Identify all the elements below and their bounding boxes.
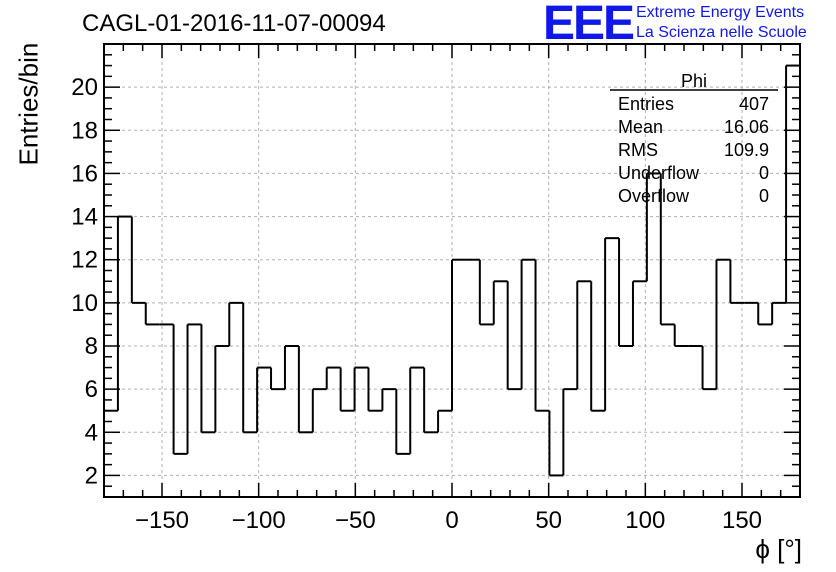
stats-label: RMS	[618, 140, 658, 160]
y-tick-label: 2	[85, 462, 98, 489]
tick-labels: −150 −100 −50 0 50 100 150 2 4 6 8 10 12 14 16 18 20	[71, 74, 762, 534]
stats-value: 0	[759, 163, 769, 183]
y-tick-label: 12	[71, 247, 98, 274]
stats-value: 16.06	[724, 117, 769, 137]
x-tick-label: 50	[535, 507, 562, 534]
x-tick-label: −100	[232, 507, 286, 534]
y-tick-label: 18	[71, 117, 98, 144]
stats-value: 109.9	[724, 140, 769, 160]
y-tick-label: 14	[71, 204, 98, 231]
x-axis-label: ϕ [°]	[755, 534, 802, 564]
stats-label: Mean	[618, 117, 663, 137]
chart-title: CAGL-01-2016-11-07-00094	[82, 10, 386, 37]
stats-label: Entries	[618, 94, 674, 114]
x-tick-label: −50	[335, 507, 376, 534]
y-tick-label: 4	[85, 419, 98, 446]
y-tick-label: 8	[85, 333, 98, 360]
y-tick-label: 16	[71, 160, 98, 187]
y-tick-label: 6	[85, 376, 98, 403]
x-tick-label: −150	[135, 507, 189, 534]
stats-value: 0	[759, 186, 769, 206]
x-tick-label: 100	[625, 507, 665, 534]
logo-caption-line1: Extreme Energy Events	[636, 4, 805, 21]
stats-box: Phi Entries 407 Mean 16.06 RMS 109.9 Underflow…	[610, 71, 778, 206]
x-tick-label: 150	[722, 507, 762, 534]
eee-logo: EEE	[543, 0, 635, 50]
x-tick-label: 0	[445, 507, 458, 534]
stats-value: 407	[739, 94, 769, 114]
stats-label: Overflow	[618, 186, 690, 206]
y-tick-label: 10	[71, 290, 98, 317]
logo-caption-line2: La Scienza nelle Scuole	[636, 24, 807, 41]
y-tick-label: 20	[71, 74, 98, 101]
stats-label: Underflow	[618, 163, 700, 183]
axis-ticks	[104, 44, 800, 497]
stats-title: Phi	[681, 71, 707, 91]
